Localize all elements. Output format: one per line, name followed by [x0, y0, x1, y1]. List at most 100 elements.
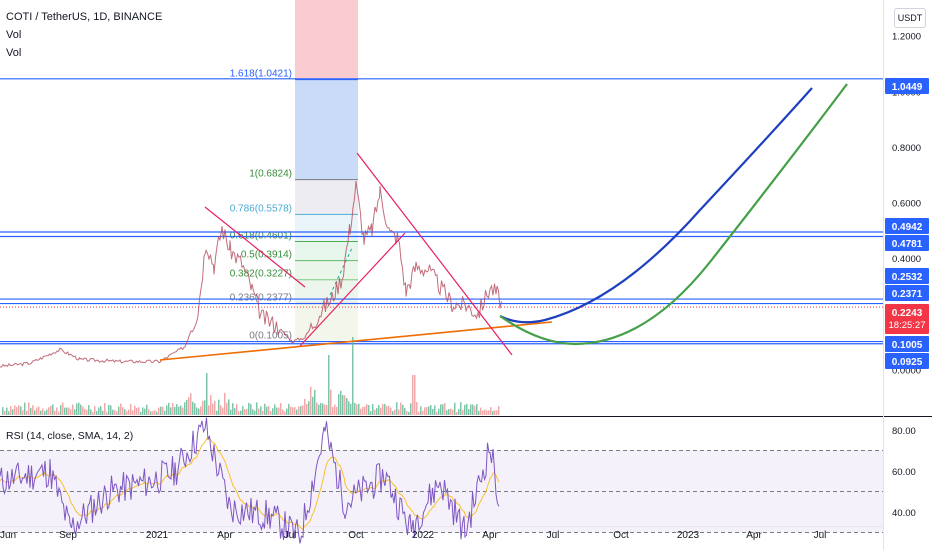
volume-bar	[172, 403, 174, 415]
volume-bar	[54, 410, 56, 415]
volume-bar	[352, 337, 354, 415]
volume-bar	[282, 409, 284, 415]
volume-bar	[320, 402, 322, 415]
time-axis-label: Jul	[814, 530, 827, 541]
volume-bar	[138, 407, 140, 415]
fib-extension-band-red	[295, 0, 358, 80]
volume-bar	[372, 404, 374, 415]
volume-bar	[270, 411, 272, 415]
volume-bar	[92, 411, 94, 415]
price-label-badge: 1.0449	[885, 78, 929, 94]
volume-bar	[76, 403, 78, 415]
volume-bar	[142, 407, 144, 415]
fib-level-label: 1.618(1.0421)	[230, 69, 292, 80]
volume-bar	[404, 408, 406, 415]
volume-bar	[318, 404, 320, 415]
volume-bar	[416, 402, 418, 415]
price-label-badge-bg	[885, 353, 929, 369]
volume-bar	[402, 404, 404, 415]
volume-bar	[462, 409, 464, 415]
volume-bar	[90, 409, 92, 415]
volume-bar	[436, 411, 438, 415]
price-label-text: 0.2243	[892, 308, 923, 319]
volume-bar	[140, 411, 142, 415]
volume-bar	[230, 409, 232, 415]
volume-bar	[42, 408, 44, 415]
volume-bar	[208, 405, 210, 415]
time-axis-label: Oct	[348, 530, 364, 541]
vol-indicator-label-1[interactable]: Vol	[6, 29, 22, 41]
volume-bar	[370, 411, 372, 415]
volume-bar	[88, 405, 90, 415]
rsi-legend[interactable]: RSI (14, close, SMA, 14, 2)	[6, 430, 134, 442]
volume-bar	[46, 409, 48, 415]
volume-bar	[96, 411, 98, 415]
volume-bar	[18, 405, 20, 415]
volume-bar	[274, 404, 276, 415]
volume-bar	[204, 400, 206, 415]
volume-bar	[98, 407, 100, 415]
price-axis-tick: 0.8000	[892, 143, 921, 154]
volume-bar	[272, 408, 274, 415]
fib-zone	[295, 260, 358, 280]
volume-bar	[112, 409, 114, 415]
price-label-text: 0.4781	[892, 239, 923, 250]
volume-bar	[326, 404, 328, 415]
volume-bar	[414, 375, 416, 415]
volume-bar	[442, 404, 444, 415]
volume-bar	[338, 394, 340, 415]
volume-bar	[460, 402, 462, 415]
volume-bar	[312, 396, 314, 415]
fib-level-label: 1(0.6824)	[249, 169, 292, 180]
volume-bar	[336, 406, 338, 415]
price-label-badge-bg	[885, 78, 929, 94]
volume-bar	[184, 402, 186, 415]
volume-bar	[474, 406, 476, 415]
volume-bar	[378, 405, 380, 415]
volume-bar	[388, 405, 390, 415]
volume-bar	[246, 408, 248, 415]
ascending-trendline	[299, 232, 406, 347]
volume-bar	[434, 405, 436, 415]
volume-bar	[104, 403, 106, 415]
volume-bar	[58, 411, 60, 415]
volume-bar	[6, 407, 8, 415]
volume-bar	[164, 410, 166, 415]
volume-bar	[470, 404, 472, 415]
volume-bar	[458, 408, 460, 415]
vol-indicator-label-2[interactable]: Vol	[6, 47, 22, 59]
fib-level-label: 0(0.1005)	[249, 331, 292, 342]
volume-bar	[80, 404, 82, 415]
volume-bar	[454, 402, 456, 415]
volume-bar	[488, 410, 490, 415]
volume-bar	[72, 404, 74, 415]
symbol-title[interactable]: COTI / TetherUS, 1D, BINANCE	[6, 11, 163, 23]
volume-bar	[168, 402, 170, 415]
currency-button[interactable]: USDT	[894, 8, 926, 28]
volume-bar	[376, 408, 378, 415]
volume-bar	[158, 407, 160, 415]
volume-bar	[446, 410, 448, 415]
volume-bar	[450, 408, 452, 415]
volume-bar	[260, 406, 262, 415]
volume-bar	[296, 409, 298, 415]
volume-bar	[200, 406, 202, 415]
volume-bar	[316, 402, 318, 415]
volume-bar	[494, 410, 496, 415]
fib-level-label: 0.236(0.2377)	[230, 292, 292, 303]
descending-trendline-2	[356, 152, 513, 356]
volume-bar	[16, 407, 18, 415]
volume-bar	[466, 403, 468, 415]
volume-bar	[284, 411, 286, 415]
volume-bar	[154, 410, 156, 415]
volume-bar	[148, 409, 150, 415]
volume-bar	[84, 408, 86, 415]
volume-bar	[310, 386, 312, 415]
volume-bar	[94, 406, 96, 415]
volume-bar	[374, 409, 376, 415]
time-axis-label: Apr	[217, 530, 233, 541]
price-label-badge-bg	[885, 268, 929, 284]
volume-bar	[394, 409, 396, 415]
price-axis-tick: 0.6000	[892, 199, 921, 210]
